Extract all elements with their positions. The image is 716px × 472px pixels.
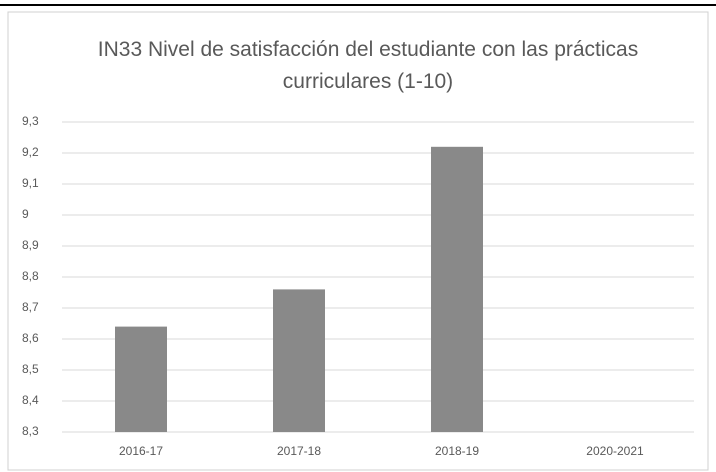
- y-tick-label: 8,3: [22, 424, 39, 438]
- x-tick-label: 2018-19: [435, 444, 479, 458]
- y-tick-label: 8,9: [22, 238, 39, 252]
- y-tick-label: 8,5: [22, 362, 39, 376]
- x-tick-label: 2017-18: [277, 444, 321, 458]
- bar: [431, 146, 483, 433]
- bar: [115, 326, 167, 432]
- chart-title: IN33 Nivel de satisfacción del estudiant…: [97, 38, 639, 93]
- x-tick-label: 2016-17: [119, 444, 163, 458]
- y-tick-label: 9,2: [22, 145, 39, 159]
- y-tick-label: 8,7: [22, 300, 39, 314]
- y-tick-label: 8,4: [22, 393, 39, 407]
- bar: [273, 289, 325, 432]
- y-tick-label: 9,3: [22, 114, 39, 128]
- y-tick-label: 9: [22, 207, 29, 221]
- y-tick-label: 8,6: [22, 331, 39, 345]
- y-tick-label: 9,1: [22, 176, 39, 190]
- x-tick-label: 2020-2021: [586, 444, 644, 458]
- chart-frame: [7, 11, 709, 471]
- y-tick-label: 8,8: [22, 269, 39, 283]
